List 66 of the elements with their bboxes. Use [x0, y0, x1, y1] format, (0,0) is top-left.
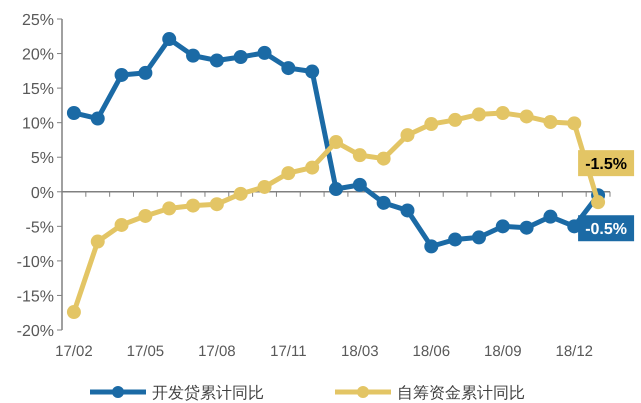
point: [400, 203, 414, 218]
point: [329, 182, 343, 196]
y-tick-label: 20%: [22, 46, 54, 64]
point: [305, 64, 320, 79]
data-label: -1.5%: [585, 156, 627, 174]
y-tick-label: -15%: [16, 288, 54, 306]
point: [186, 48, 200, 63]
x-tick-label: 17/11: [270, 343, 307, 360]
point: [138, 208, 152, 223]
y-tick-label: 10%: [22, 116, 54, 133]
point: [376, 152, 391, 166]
point: [90, 234, 105, 249]
point: [448, 232, 462, 246]
point: [66, 106, 81, 120]
point: [234, 186, 248, 201]
x-tick-label: 18/09: [484, 343, 522, 360]
point: [520, 220, 534, 235]
point: [281, 166, 296, 180]
point: [210, 53, 224, 68]
point: [114, 218, 129, 232]
y-tick-label: -10%: [16, 254, 54, 271]
point: [210, 197, 224, 212]
point: [472, 230, 486, 244]
point: [567, 116, 582, 130]
y-tick-label: 15%: [22, 81, 54, 98]
point: [591, 195, 606, 210]
x-tick-label: 17/08: [198, 343, 236, 360]
y-tick-label: -20%: [16, 323, 54, 340]
point: [352, 178, 367, 192]
x-tick-label: 17/05: [126, 343, 164, 360]
x-tick-label: 17/02: [55, 343, 93, 360]
point: [90, 112, 105, 126]
y-tick-label: 5%: [30, 150, 54, 168]
point: [424, 239, 438, 254]
point: [329, 135, 343, 150]
y-tick-label: 25%: [22, 12, 54, 29]
point: [162, 201, 176, 216]
point: [543, 210, 558, 224]
point: [496, 219, 510, 234]
point: [376, 196, 391, 210]
legend-label: 开发贷累计同比: [152, 383, 264, 402]
point: [66, 305, 81, 320]
point: [543, 114, 558, 129]
point: [472, 107, 486, 122]
point: [258, 46, 272, 60]
point: [400, 128, 414, 142]
data-label: -0.5%: [585, 221, 627, 238]
y-tick-label: -5%: [26, 219, 54, 236]
point: [114, 68, 129, 82]
point: [162, 32, 176, 46]
x-tick-label: 18/12: [555, 343, 594, 360]
point: [305, 160, 320, 175]
x-tick-label: 18/03: [341, 343, 379, 360]
point: [352, 148, 367, 162]
x-tick-label: 18/06: [412, 343, 450, 360]
point: [520, 109, 534, 124]
y-tick-label: 0%: [30, 184, 54, 202]
point: [448, 112, 462, 127]
legend-label: 自筹资金累计同比: [397, 383, 525, 402]
point: [424, 117, 438, 132]
point: [234, 50, 248, 64]
point: [496, 106, 510, 120]
point: [186, 198, 200, 213]
point: [281, 61, 296, 76]
point: [138, 66, 152, 80]
point: [258, 180, 272, 194]
